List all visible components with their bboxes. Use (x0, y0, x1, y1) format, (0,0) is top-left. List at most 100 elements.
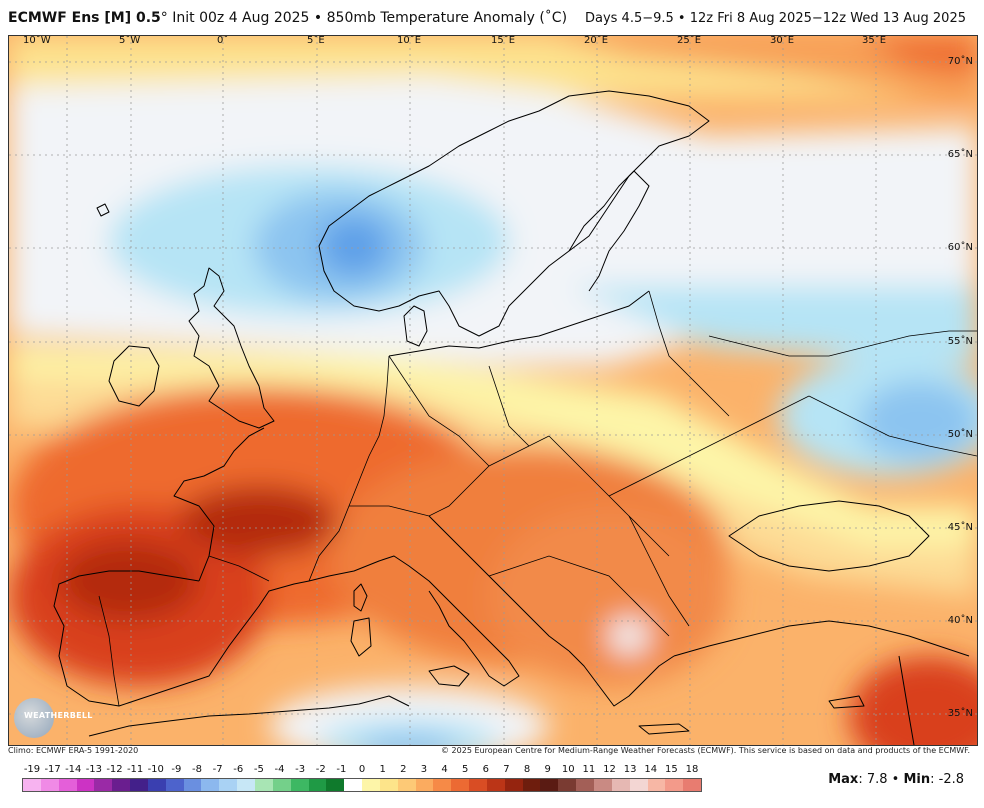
degree-mark: ° (160, 10, 168, 26)
legend-swatch (576, 779, 594, 791)
max-label: Max (828, 772, 859, 787)
legend-swatch (629, 779, 648, 791)
legend-swatch (272, 779, 291, 791)
legend-tick-label: -9 (171, 764, 182, 775)
legend-swatch (94, 779, 113, 791)
lon-label: 35˚E (862, 35, 887, 46)
legend-swatch (165, 779, 184, 791)
legend-tick-label: -14 (65, 764, 82, 775)
map-panel: 10˚W 5˚W 0˚ 5˚E 10˚E 15˚E 20˚E 25˚E 30˚E… (8, 35, 978, 746)
legend-tick-label: 0 (358, 764, 366, 775)
header: ECMWF Ens [M] 0.5° Init 00z 4 Aug 2025 •… (0, 0, 984, 36)
lon-label: 20˚E (584, 35, 609, 46)
legend-tick-label: -3 (295, 764, 306, 775)
balkan-orange (489, 506, 729, 686)
legend-swatch (23, 779, 41, 791)
legend-swatch (290, 779, 309, 791)
legend-swatch (254, 779, 273, 791)
black-sea-coast (728, 500, 930, 572)
east-cool-band (569, 286, 977, 366)
color-scale-bar (22, 778, 702, 792)
lon-label: 5˚E (307, 35, 325, 46)
legend-swatch (201, 779, 220, 791)
lat-label: 65˚N (947, 149, 973, 160)
legend-tick-label: 18 (685, 764, 699, 775)
legend-swatch (397, 779, 416, 791)
legend-swatch (647, 779, 666, 791)
legend-swatch (344, 779, 363, 791)
sicily-coast (428, 665, 470, 687)
lat-label: 35˚N (947, 708, 973, 719)
lat-label: 55˚N (947, 336, 973, 347)
legend-swatch (183, 779, 202, 791)
lon-label: 30˚E (770, 35, 795, 46)
legend-tick-label: 6 (482, 764, 489, 775)
legend-tick-label: -4 (274, 764, 285, 775)
legend-swatch (76, 779, 95, 791)
crete-coast (638, 723, 690, 735)
coastlines (53, 90, 970, 745)
turkey-coast (673, 620, 970, 657)
legend-tick-label: 8 (523, 764, 531, 775)
max-min-readout: Max: 7.8 • Min: -2.8 (828, 772, 964, 787)
legend-tick-label: -7 (212, 764, 223, 775)
legend-tick-label: 2 (400, 764, 407, 775)
weatherbell-logo (14, 698, 54, 738)
france-coast (173, 427, 265, 582)
field-name: 850mb Temperature Anomaly (˚C) (326, 10, 568, 26)
lat-label: 50˚N (947, 429, 973, 440)
legend-tick-label: 15 (665, 764, 678, 775)
legend-swatch (504, 779, 523, 791)
ireland-coast (108, 345, 160, 407)
legend-swatch (147, 779, 166, 791)
northeast-hot (859, 36, 977, 76)
north-africa-coast (88, 695, 410, 737)
legend-swatch (415, 779, 434, 791)
lat-label: 60˚N (947, 242, 973, 253)
legend-swatch (112, 779, 131, 791)
legend-swatch (326, 779, 345, 791)
legend-swatch (379, 779, 398, 791)
legend-swatch (308, 779, 327, 791)
iberia-hottest (59, 541, 199, 621)
legend-swatch (58, 779, 77, 791)
lon-label: 25˚E (677, 35, 702, 46)
aegean-neutral (609, 618, 649, 654)
baltic-coast (388, 290, 650, 357)
legend-tick-label: -6 (233, 764, 244, 775)
north-orange (549, 36, 977, 106)
med-cool-deep (360, 734, 458, 745)
legend-swatch (451, 779, 470, 791)
legend-tick-label: 13 (623, 764, 637, 775)
legend-swatch (594, 779, 612, 791)
legend-swatch (219, 779, 238, 791)
lat-label: 45˚N (947, 522, 973, 533)
sardinia-coast (350, 617, 372, 657)
corsica-coast (353, 583, 368, 612)
legend-swatch (130, 779, 148, 791)
lat-label: 40˚N (947, 615, 973, 626)
climo-note: Climo: ECMWF ERA-5 1991-2020 (8, 746, 139, 755)
min-label: Min (903, 772, 931, 787)
east-cool-core (859, 381, 977, 461)
levant-coast (898, 655, 915, 745)
legend-tick-label: 3 (420, 764, 428, 775)
gulf-of-bothnia (568, 170, 650, 292)
legend-swatch (469, 779, 487, 791)
legend-swatch (683, 779, 702, 791)
legend-swatch (540, 779, 559, 791)
legend-tick-label: 12 (603, 764, 616, 775)
lon-label: 5˚W (119, 35, 141, 46)
lon-label: 10˚W (23, 35, 51, 46)
cyprus-coast (828, 695, 865, 709)
mid-yellow-band (9, 346, 977, 546)
legend-tick-label: 14 (644, 764, 658, 775)
legend-tick-label: -12 (106, 764, 123, 775)
legend-tick-label: 9 (544, 764, 551, 775)
legend-tick-label: -19 (23, 764, 41, 775)
legend-tick-label: -2 (315, 764, 326, 775)
valid-period: Days 4.5−9.5 • 12z Fri 8 Aug 2025−12z We… (584, 11, 966, 26)
legend-tick-label: -11 (126, 764, 144, 775)
min-value: : -2.8 (930, 772, 964, 787)
lon-label: 0˚ (217, 35, 229, 46)
